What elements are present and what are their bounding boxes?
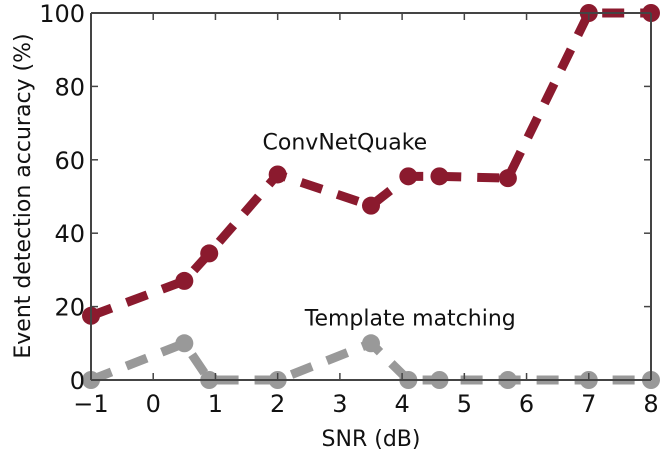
data-point	[399, 167, 418, 186]
series-convnetquake	[82, 4, 660, 325]
x-tick-label: 0	[146, 390, 161, 418]
y-tick-label: 0	[70, 367, 85, 395]
x-tick-label: −1	[73, 390, 108, 418]
annotation-convnetquake: ConvNetQuake	[263, 130, 428, 155]
y-tick-label: 40	[54, 220, 85, 248]
data-point	[175, 334, 194, 353]
y-tick-label: 100	[39, 0, 85, 28]
x-tick-label: 3	[332, 390, 347, 418]
data-point	[430, 167, 449, 186]
y-tick-label: 20	[54, 294, 85, 322]
x-tick-label: 4	[394, 390, 409, 418]
x-tick-label: 2	[270, 390, 285, 418]
x-tick-label: 8	[643, 390, 658, 418]
data-point	[362, 196, 380, 215]
data-point	[268, 165, 287, 184]
x-tick-label: 7	[581, 390, 596, 418]
x-axis-label: SNR (dB)	[322, 427, 421, 452]
data-point	[362, 334, 380, 353]
y-tick-label: 80	[54, 73, 85, 101]
data-point	[200, 244, 219, 263]
x-tick-label: 1	[208, 390, 223, 418]
x-tick-label: 5	[457, 390, 472, 418]
x-tick-label: 6	[519, 390, 534, 418]
data-point	[498, 169, 517, 188]
data-point	[175, 271, 194, 290]
series-line	[89, 8, 651, 320]
y-axis-label: Event detection accuracy (%)	[11, 33, 36, 358]
annotation-template-matching: Template matching	[304, 307, 516, 332]
y-tick-label: 60	[54, 147, 85, 175]
